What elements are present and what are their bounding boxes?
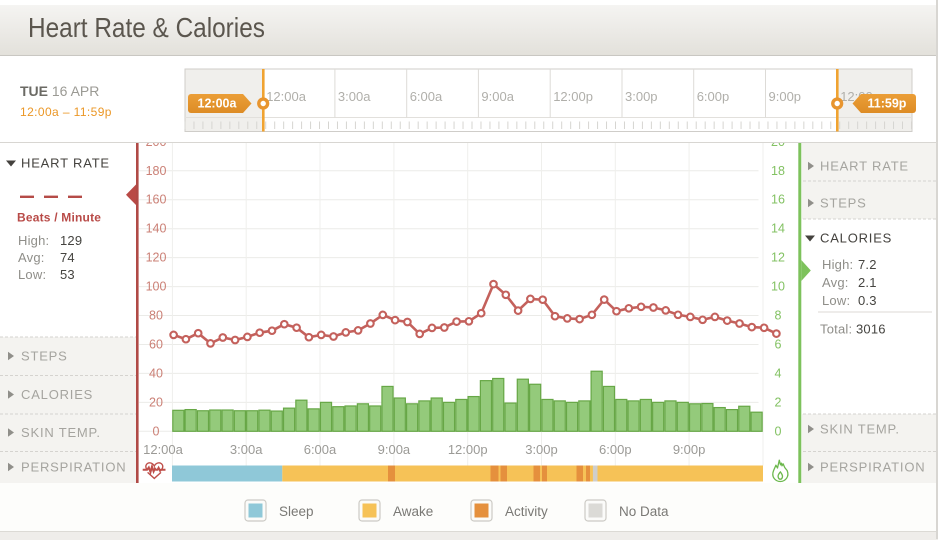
svg-text:40: 40 (149, 366, 163, 380)
svg-text:3:00p: 3:00p (525, 442, 558, 457)
svg-text:9:00p: 9:00p (769, 89, 802, 104)
svg-text:Sleep: Sleep (279, 504, 314, 519)
svg-text:2: 2 (775, 395, 782, 409)
svg-text:12:00a: 12:00a (266, 89, 307, 104)
svg-text:18: 18 (771, 164, 785, 178)
svg-text:0: 0 (153, 424, 160, 438)
svg-text:CALORIES: CALORIES (21, 387, 93, 402)
svg-text:20: 20 (149, 395, 163, 409)
svg-text:12:00p: 12:00p (448, 442, 488, 457)
svg-text:12:00p: 12:00p (553, 89, 593, 104)
svg-text:Total:: Total: (820, 322, 852, 337)
svg-text:2.1: 2.1 (858, 275, 877, 290)
svg-text:6:00p: 6:00p (697, 89, 730, 104)
svg-text:SKIN TEMP.: SKIN TEMP. (21, 425, 101, 440)
svg-text:PERSPIRATION: PERSPIRATION (21, 460, 126, 475)
svg-text:3:00a: 3:00a (338, 89, 371, 104)
svg-text:6:00a: 6:00a (304, 442, 337, 457)
svg-text:7.2: 7.2 (858, 257, 877, 272)
svg-text:6:00p: 6:00p (599, 442, 632, 457)
svg-text:9:00p: 9:00p (673, 442, 706, 457)
svg-text:16: 16 (771, 193, 785, 207)
svg-text:74: 74 (60, 250, 75, 265)
svg-text:6: 6 (775, 338, 782, 352)
svg-text:STEPS: STEPS (820, 196, 867, 211)
svg-text:Awake: Awake (393, 504, 433, 519)
svg-text:High:: High: (18, 233, 49, 248)
svg-text:Low:: Low: (18, 267, 46, 282)
svg-text:140: 140 (146, 222, 167, 236)
svg-text:Activity: Activity (505, 504, 548, 519)
svg-text:80: 80 (149, 309, 163, 323)
svg-text:12: 12 (771, 251, 785, 265)
svg-text:8: 8 (775, 309, 782, 323)
svg-text:Beats / Minute: Beats / Minute (17, 211, 101, 225)
svg-text:3016: 3016 (856, 322, 886, 337)
svg-text:12:00a: 12:00a (198, 97, 238, 111)
svg-text:0.3: 0.3 (858, 293, 877, 308)
svg-text:PERSPIRATION: PERSPIRATION (820, 460, 925, 475)
svg-text:11:59p: 11:59p (868, 97, 907, 111)
svg-text:4: 4 (775, 366, 782, 380)
svg-text:STEPS: STEPS (21, 349, 68, 364)
svg-text:180: 180 (146, 164, 167, 178)
svg-text:No Data: No Data (619, 504, 669, 519)
svg-text:12:00a: 12:00a (143, 442, 184, 457)
svg-text:10: 10 (771, 280, 785, 294)
svg-text:53: 53 (60, 267, 75, 282)
svg-text:0: 0 (775, 424, 782, 438)
svg-text:200: 200 (146, 143, 167, 149)
svg-text:160: 160 (146, 193, 167, 207)
svg-text:129: 129 (60, 233, 82, 248)
svg-text:3:00a: 3:00a (230, 442, 263, 457)
svg-text:HEART RATE: HEART RATE (21, 156, 110, 171)
svg-text:14: 14 (771, 222, 785, 236)
svg-text:SKIN TEMP.: SKIN TEMP. (820, 422, 900, 437)
svg-text:3:00p: 3:00p (625, 89, 658, 104)
svg-text:High:: High: (822, 257, 853, 272)
svg-text:100: 100 (146, 280, 167, 294)
svg-text:9:00a: 9:00a (378, 442, 411, 457)
svg-text:9:00a: 9:00a (481, 89, 514, 104)
svg-text:Low:: Low: (822, 293, 850, 308)
svg-text:CALORIES: CALORIES (820, 231, 892, 246)
svg-text:6:00a: 6:00a (410, 89, 443, 104)
svg-text:Avg:: Avg: (822, 275, 849, 290)
svg-text:60: 60 (149, 338, 163, 352)
svg-text:120: 120 (146, 251, 167, 265)
svg-text:20: 20 (771, 143, 785, 149)
svg-text:HEART RATE: HEART RATE (820, 159, 909, 174)
svg-text:Avg:: Avg: (18, 250, 45, 265)
